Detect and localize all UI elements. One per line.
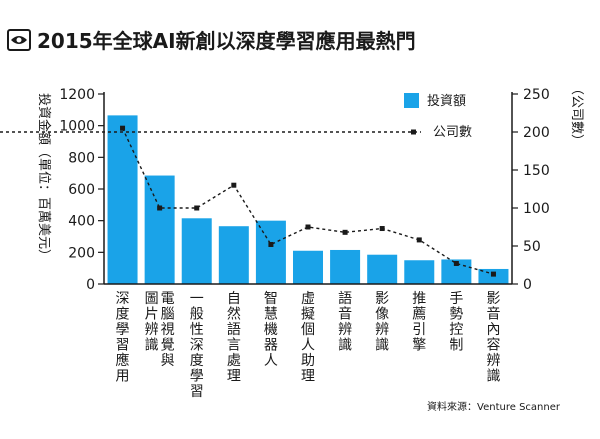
bar-2 xyxy=(181,218,212,284)
legend-line-label: 公司數 xyxy=(433,125,472,140)
y-axis-left-label: 投資金額（單位：百萬美元） xyxy=(36,93,52,262)
y-right-tick-label-5: 250 xyxy=(523,87,550,103)
axes-layer: 0 200 400 600 800 1000 1200 0 50 100 150 200 250 xyxy=(59,87,549,293)
line-point-9 xyxy=(453,260,459,266)
category-label-2: 一般性深度學習 xyxy=(190,291,204,400)
line-point-8 xyxy=(416,237,422,243)
category-label-7: 影像辨識 xyxy=(375,291,389,354)
bars-layer xyxy=(107,115,509,284)
line-point-0 xyxy=(120,125,126,131)
line-point-6 xyxy=(342,229,348,235)
legend-line-marker xyxy=(411,129,416,135)
bar-0 xyxy=(107,115,138,284)
eye-icon xyxy=(7,29,31,51)
y-right-tick-label-0: 0 xyxy=(523,277,532,293)
category-label-9: 手勢控制 xyxy=(449,291,463,354)
bar-6 xyxy=(330,249,361,284)
category-label-6: 語音辨識 xyxy=(338,291,352,354)
category-labels: 深度學習應用 電腦視覺與圖片辨識 一般性深度學習 自然語言處理 智慧機器人 虛擬個人助理 語… xyxy=(116,291,501,400)
category-label-3: 自然語言處理 xyxy=(227,291,241,385)
y-right-tick-label-1: 50 xyxy=(523,239,541,255)
line-point-7 xyxy=(379,226,385,232)
bar-7 xyxy=(367,254,398,284)
y-left-tick-label-2: 400 xyxy=(68,214,95,230)
legend-bar-swatch xyxy=(404,93,419,108)
y-left-tick-label-3: 600 xyxy=(68,182,95,198)
source-note: 資料來源：Venture Scanner xyxy=(427,400,561,413)
line-point-3 xyxy=(231,182,237,188)
bar-8 xyxy=(404,260,435,284)
bar-4 xyxy=(255,220,286,284)
line-point-10 xyxy=(490,271,496,277)
y-right-tick-label-3: 150 xyxy=(523,163,550,179)
category-label-1: 電腦視覺與圖片辨識 xyxy=(145,291,175,369)
y-left-tick-label-6: 1200 xyxy=(59,87,95,103)
bar-5 xyxy=(293,250,323,284)
category-label-10: 影音內容辨識 xyxy=(486,291,500,385)
y-left-tick-label-4: 800 xyxy=(68,150,95,166)
category-label-4: 智慧機器人 xyxy=(264,291,278,369)
y-left-tick-label-1: 200 xyxy=(68,245,95,261)
category-label-0: 深度學習應用 xyxy=(116,291,130,385)
bar-3 xyxy=(218,226,249,284)
line-point-1 xyxy=(157,205,163,211)
legend: 投資額 公司數 xyxy=(0,93,472,140)
y-left-tick-label-5: 1000 xyxy=(59,119,95,135)
line-point-5 xyxy=(305,224,311,230)
legend-bar-label: 投資額 xyxy=(427,93,466,109)
category-label-8: 推薦引擎 xyxy=(412,291,426,354)
line-layer xyxy=(120,125,496,277)
category-label-5: 虛擬個人助理 xyxy=(301,291,315,385)
line-point-4 xyxy=(268,241,274,247)
bar-1 xyxy=(144,175,175,284)
y-axis-right-label: （公司數） xyxy=(569,82,584,147)
y-left-tick-label-0: 0 xyxy=(86,277,95,293)
line-point-2 xyxy=(194,205,200,211)
y-right-tick-label-2: 100 xyxy=(523,201,550,217)
y-right-tick-label-4: 200 xyxy=(523,125,550,141)
chart-title: 2015年全球AI新創以深度學習應用最熱門 xyxy=(37,29,416,53)
